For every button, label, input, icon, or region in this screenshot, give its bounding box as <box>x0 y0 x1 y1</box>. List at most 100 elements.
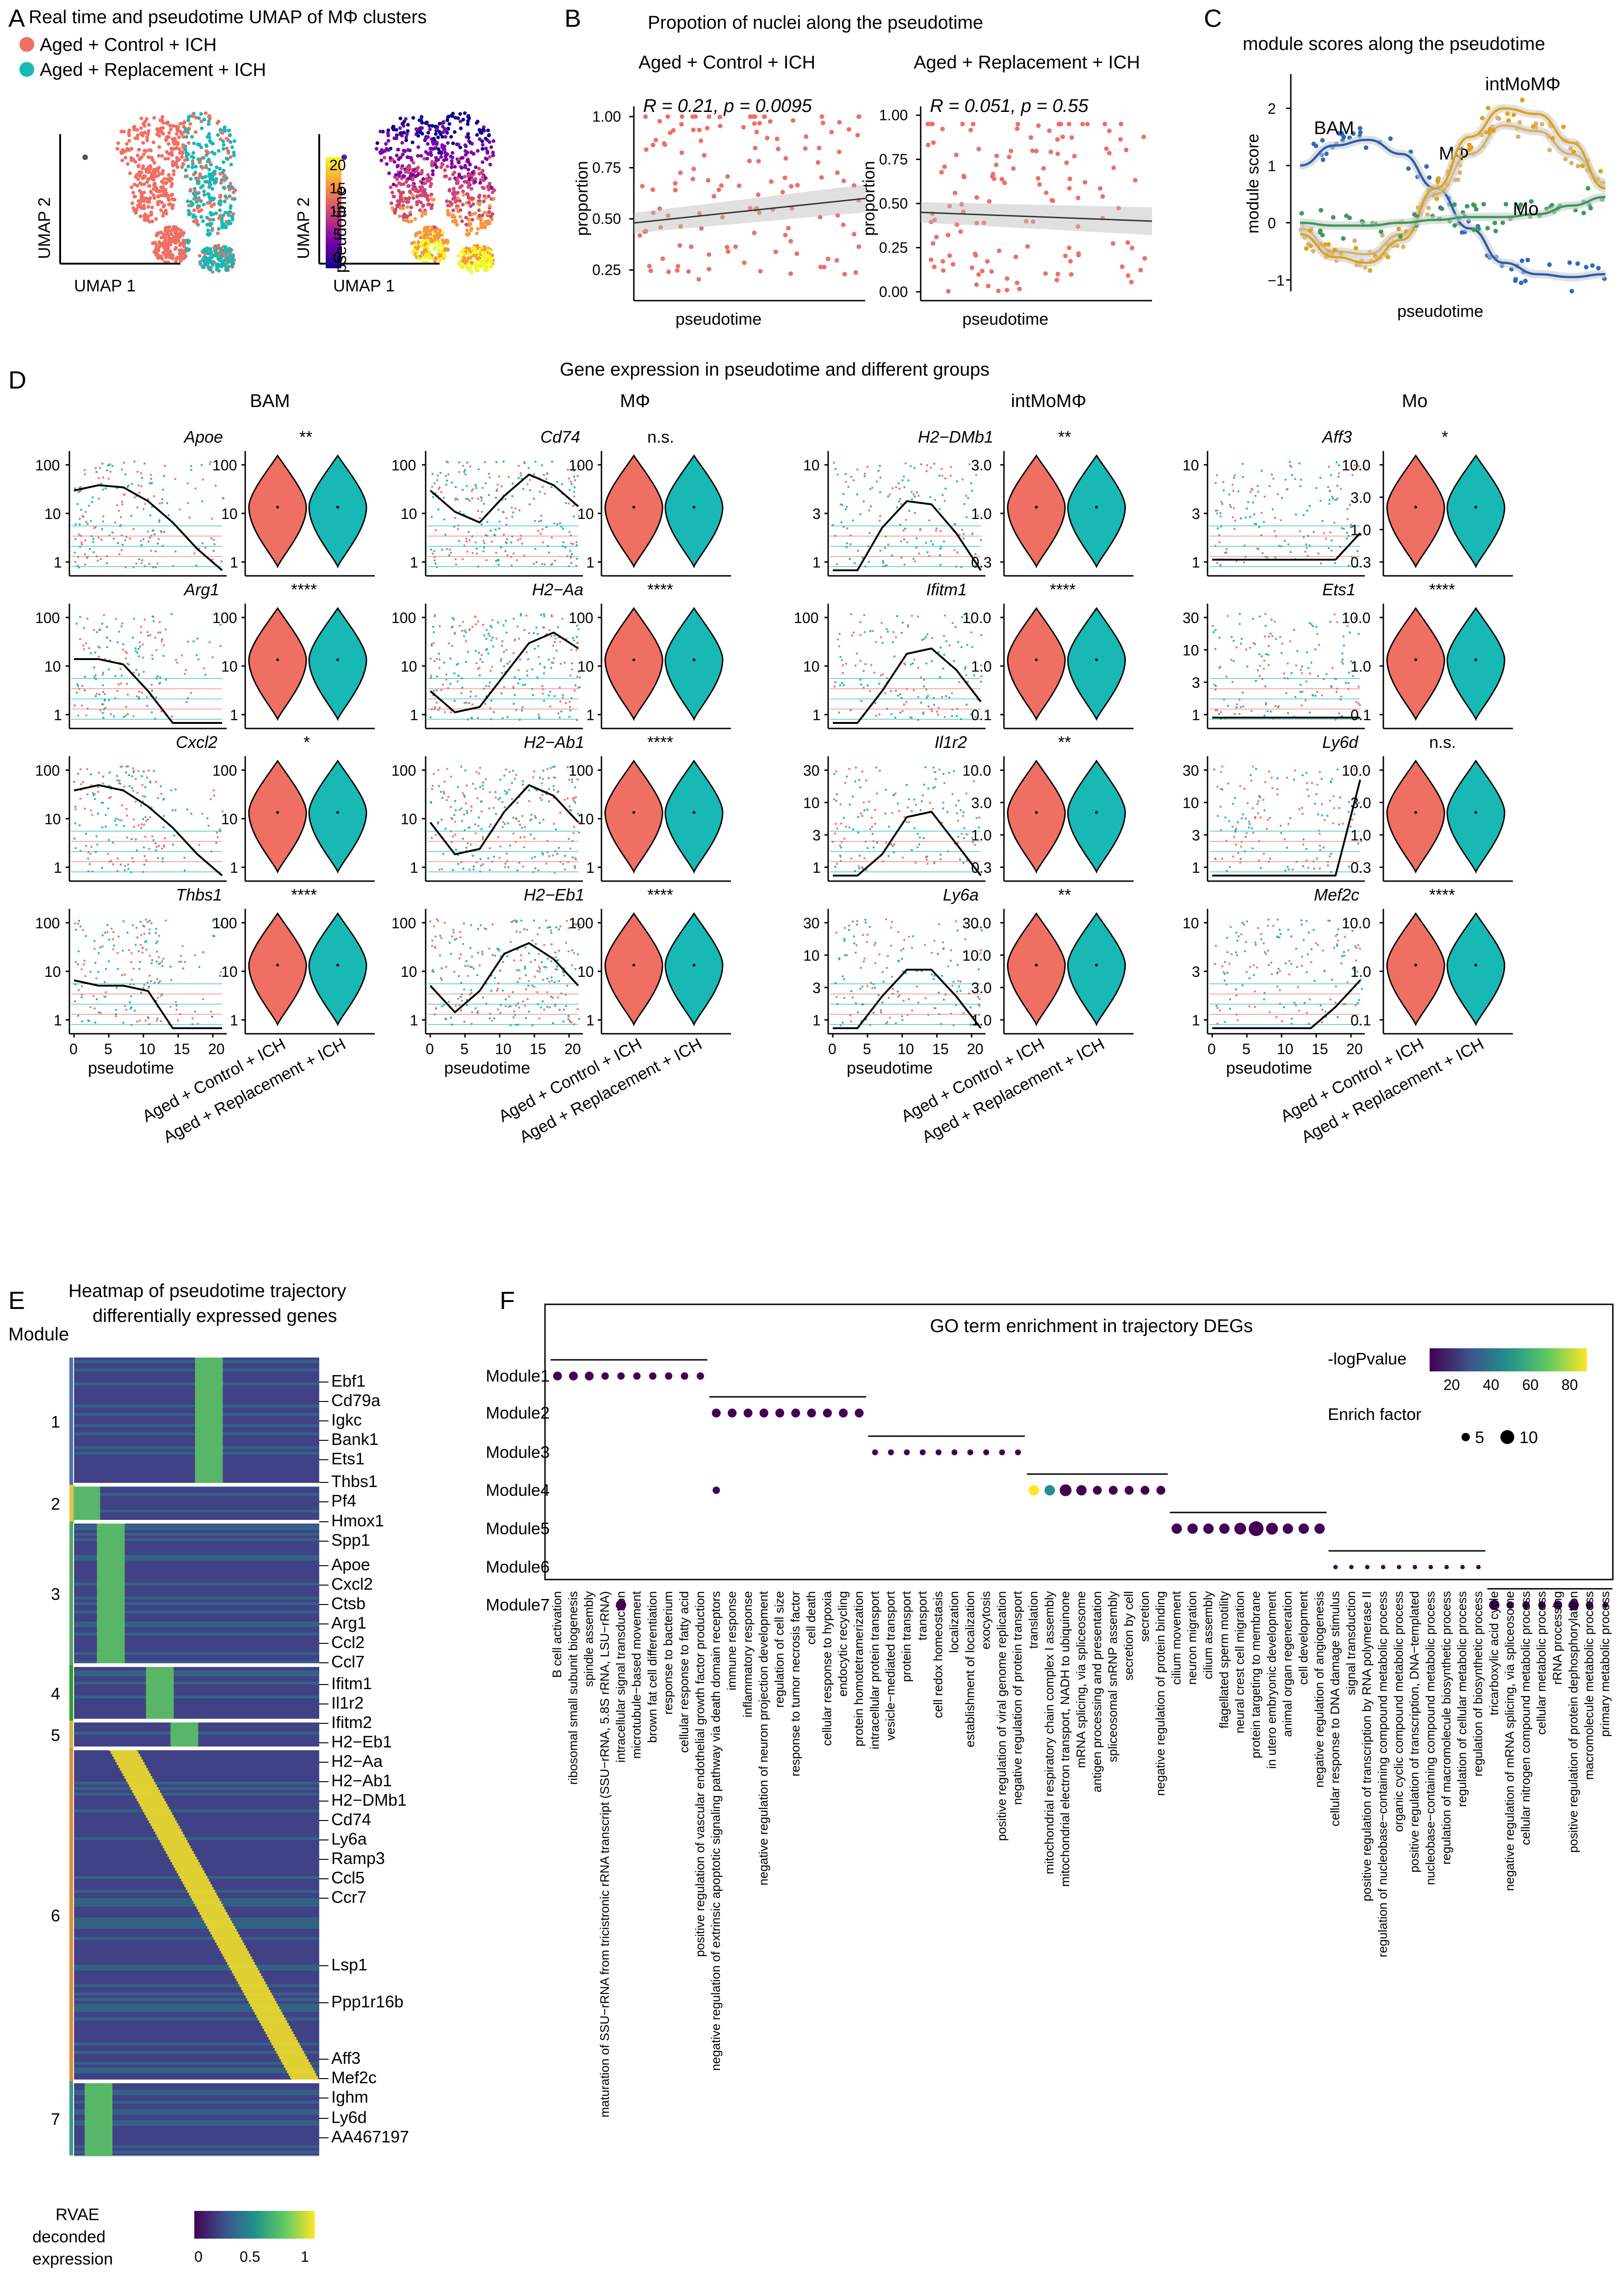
expression-point <box>855 665 857 667</box>
expression-point <box>538 656 540 658</box>
expression-point <box>1342 662 1344 665</box>
umap-point <box>205 216 209 220</box>
umap-point <box>198 260 202 264</box>
expression-point <box>165 679 167 681</box>
expression-point <box>522 784 524 786</box>
violin-shape <box>248 759 307 874</box>
expression-point <box>94 674 97 677</box>
expression-point <box>871 826 873 828</box>
expression-point <box>504 866 506 868</box>
expression-point <box>1214 629 1217 631</box>
expression-point <box>875 766 877 769</box>
score-point <box>1388 136 1393 141</box>
expression-point <box>98 498 100 500</box>
umap-point <box>399 166 403 170</box>
expression-point <box>544 667 546 669</box>
umap-point <box>388 156 392 160</box>
expression-point <box>491 666 493 668</box>
umap-point <box>470 178 474 182</box>
umap-point <box>457 260 461 264</box>
score-point <box>1456 177 1461 182</box>
expression-point <box>1222 481 1224 483</box>
expression-point <box>542 770 545 772</box>
expression-point <box>97 786 99 788</box>
umap-point <box>173 238 178 242</box>
umap-point <box>434 127 439 131</box>
umap-point <box>142 206 146 210</box>
umap-point <box>167 173 171 177</box>
expression-point <box>555 649 558 652</box>
x-axis-label: pseudotime <box>1397 302 1483 321</box>
y-tick-label: 3.0 <box>971 457 991 474</box>
expression-point <box>892 631 894 633</box>
expression-point <box>899 524 901 526</box>
expression-point <box>136 506 138 509</box>
data-point <box>932 264 937 269</box>
y-tick-label: 1 <box>230 707 238 723</box>
expression-point <box>142 656 144 659</box>
umap-point <box>166 197 170 201</box>
expression-point <box>904 528 906 530</box>
data-point <box>974 282 979 287</box>
umap-point <box>486 128 490 132</box>
expression-point <box>1252 617 1254 620</box>
expression-point <box>882 562 885 564</box>
expression-point <box>897 802 899 805</box>
expression-point <box>843 838 846 840</box>
umap-point <box>421 241 425 245</box>
expression-point <box>1329 490 1331 493</box>
expression-point <box>511 495 514 497</box>
umap-point <box>221 147 225 151</box>
expression-point <box>840 846 842 849</box>
expression-point <box>99 558 102 560</box>
umap-point <box>222 143 226 147</box>
expression-point <box>879 519 881 522</box>
expression-point <box>472 865 475 868</box>
data-point <box>994 162 999 167</box>
umap-point <box>421 204 426 208</box>
umap-point <box>475 121 479 125</box>
umap-point <box>173 234 178 238</box>
score-point <box>1523 278 1528 284</box>
expression-point <box>429 716 432 718</box>
gene-label: Aff3 <box>1321 427 1352 446</box>
expression-point <box>127 484 130 487</box>
umap-point <box>395 154 399 158</box>
expression-point <box>197 658 199 660</box>
expression-point <box>174 478 176 480</box>
expression-point <box>507 663 509 665</box>
expression-point <box>102 776 105 778</box>
expression-point <box>183 857 186 859</box>
expression-point <box>112 841 114 844</box>
expression-point <box>447 473 450 475</box>
umap-point <box>193 215 198 219</box>
expression-point <box>879 770 881 772</box>
expression-point <box>502 821 505 823</box>
umap-point <box>488 162 492 167</box>
expression-point <box>900 540 902 543</box>
expression-point <box>509 844 511 846</box>
y-tick-label: 1.0 <box>971 658 991 675</box>
data-point <box>1054 278 1059 283</box>
expression-point <box>437 769 440 772</box>
expression-point <box>841 504 843 506</box>
expression-point <box>1265 653 1267 655</box>
expression-point <box>1271 635 1274 637</box>
expression-point <box>465 540 468 543</box>
expression-point <box>943 500 946 502</box>
expression-point <box>504 550 507 552</box>
umap-point <box>211 142 215 146</box>
umap-point <box>433 259 437 264</box>
expression-point <box>1233 640 1235 642</box>
expression-point <box>110 713 112 715</box>
umap-point <box>390 206 395 210</box>
expression-point <box>176 661 179 664</box>
umap-point <box>426 152 430 156</box>
umap-point <box>184 168 188 173</box>
umap-point <box>192 151 196 155</box>
y-tick-label: 10.0 <box>962 762 991 779</box>
expression-point <box>115 824 118 826</box>
expression-point <box>115 618 117 620</box>
expression-point <box>498 520 501 523</box>
